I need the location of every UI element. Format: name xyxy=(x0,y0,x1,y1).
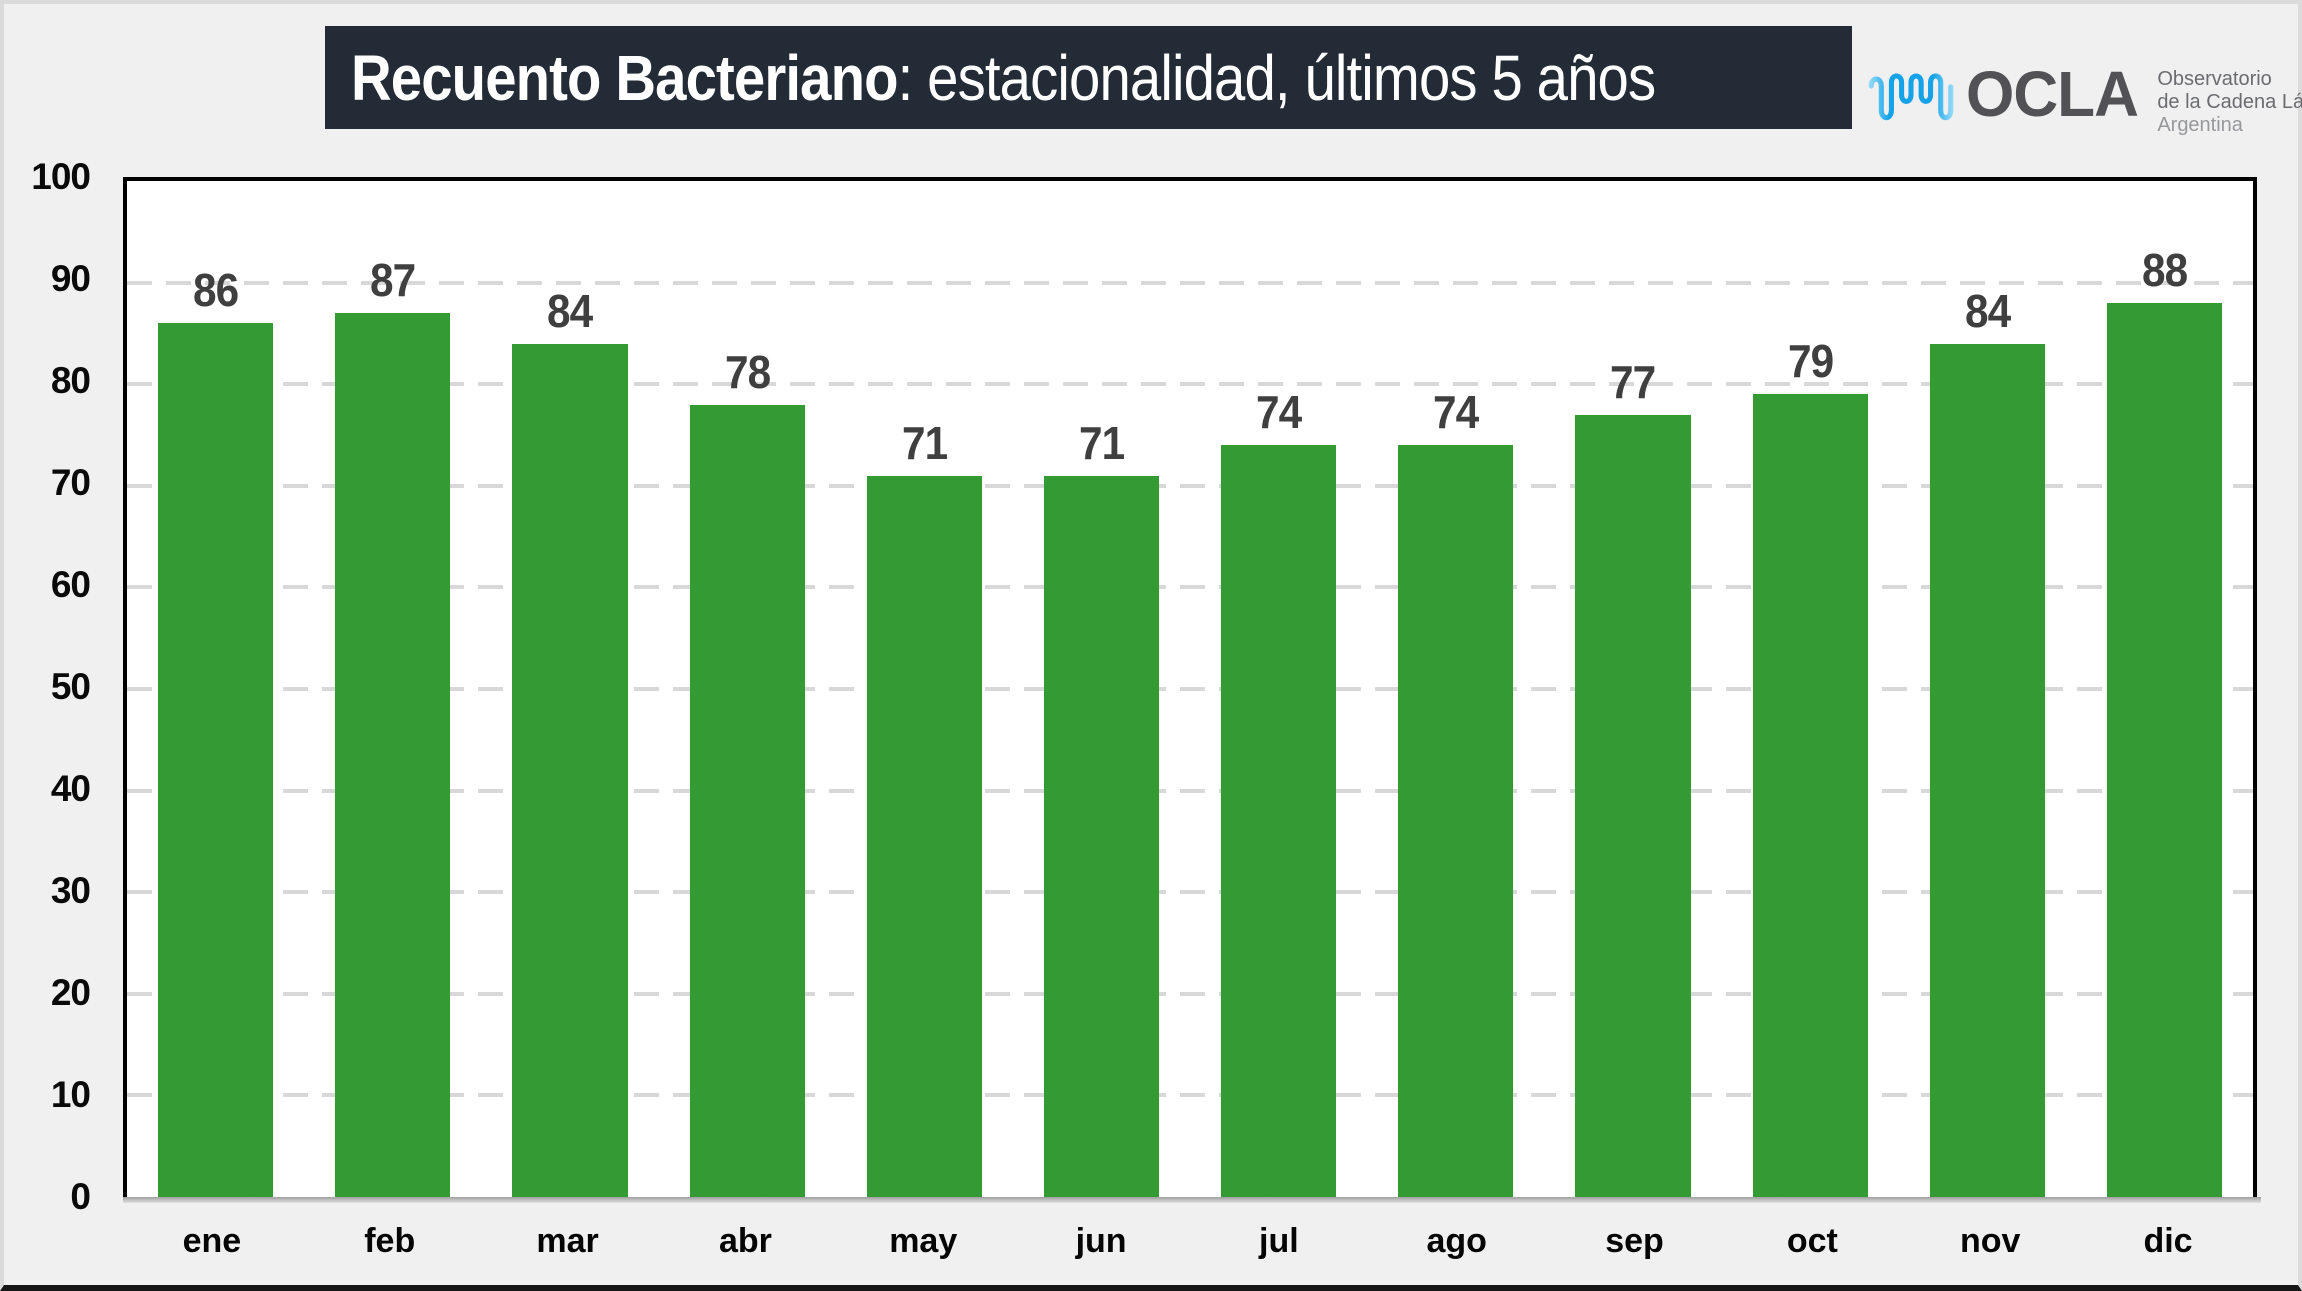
bar xyxy=(1398,445,1514,1197)
x-axis-label: dic xyxy=(2143,1222,2193,1260)
gridline xyxy=(127,280,2253,285)
x-axis-label: ago xyxy=(1426,1222,1487,1260)
x-axis-label: jun xyxy=(1075,1222,1127,1260)
ocla-acronym: OCLA xyxy=(1966,58,2139,130)
bar-value-label: 79 xyxy=(1787,335,1834,388)
bar xyxy=(1752,394,1868,1197)
bar-value-label: 87 xyxy=(370,254,416,307)
bar-slot: 84 xyxy=(1899,181,2076,1197)
bar-slot: 79 xyxy=(1722,181,1899,1197)
bar-slot: 86 xyxy=(127,181,304,1197)
chart-title: Recuento Bacteriano: estacionalidad, últ… xyxy=(351,41,1657,115)
x-axis-label: mar xyxy=(536,1222,599,1260)
milk-wave-icon xyxy=(1868,73,1954,121)
bar-slot: 74 xyxy=(1367,181,1544,1197)
plot-area: 86 87 84 78 71 71 74 74 77 79 84 88 xyxy=(123,177,2257,1197)
bar xyxy=(1043,475,1160,1197)
bar-value-label: 88 xyxy=(2141,243,2188,296)
y-axis-label: 60 xyxy=(50,564,91,605)
bar-slot: 84 xyxy=(481,181,658,1197)
bar-slot: 71 xyxy=(836,181,1013,1197)
bar-slot: 74 xyxy=(1190,181,1367,1197)
bar-value-label: 84 xyxy=(1964,284,2011,337)
ocla-org-line1: Observatorio xyxy=(2157,68,2272,90)
y-axis-label: 80 xyxy=(50,360,91,401)
bar xyxy=(512,343,628,1197)
x-axis-label: ene xyxy=(182,1222,242,1260)
x-axis-label: abr xyxy=(718,1222,772,1260)
bar-value-label: 71 xyxy=(901,416,948,469)
bar xyxy=(689,404,805,1197)
x-axis-line xyxy=(123,1197,2261,1203)
ocla-org-country: Argentina xyxy=(2157,114,2243,136)
x-axis-label: feb xyxy=(364,1222,416,1260)
ocla-org-name: Observatorio de la Cadena Láctea Argenti… xyxy=(2157,68,2302,137)
bar-value-label: 78 xyxy=(724,345,770,398)
gridline xyxy=(127,382,2253,387)
y-axis-label: 90 xyxy=(50,258,91,299)
bar-value-label: 86 xyxy=(192,264,239,317)
y-axis-label: 20 xyxy=(50,972,91,1013)
x-axis-label: may xyxy=(889,1222,958,1260)
bar xyxy=(1575,414,1691,1197)
gridline xyxy=(127,1093,2253,1098)
bar-slot: 71 xyxy=(1013,181,1190,1197)
x-axis-label: nov xyxy=(1959,1222,2021,1260)
y-axis-label: 50 xyxy=(50,666,91,707)
ocla-org-line2: de la Cadena Láctea xyxy=(2157,91,2302,113)
bar xyxy=(2106,302,2223,1197)
bar-value-label: 74 xyxy=(1433,386,1479,439)
bar-slot: 77 xyxy=(1544,181,1721,1197)
x-axis-label: sep xyxy=(1605,1222,1664,1260)
bar xyxy=(866,475,982,1197)
y-axis-label: 70 xyxy=(50,462,91,503)
gridline xyxy=(127,483,2253,488)
x-axis-label: oct xyxy=(1786,1222,1838,1260)
gridline xyxy=(127,585,2253,590)
bar-slot: 87 xyxy=(304,181,481,1197)
bar-slot: 78 xyxy=(659,181,836,1197)
ocla-logo: OCLA Observatorio de la Cadena Láctea Ar… xyxy=(1864,58,2302,136)
gridline xyxy=(127,788,2253,793)
bar xyxy=(158,323,274,1197)
y-axis-label: 0 xyxy=(70,1176,91,1217)
y-axis-label: 100 xyxy=(31,156,91,197)
gridline xyxy=(127,890,2253,895)
gridline xyxy=(127,687,2253,691)
bar-value-label: 71 xyxy=(1078,416,1125,469)
bar xyxy=(335,313,451,1197)
bar-value-label: 74 xyxy=(1255,386,1302,439)
chart-title-banner: Recuento Bacteriano: estacionalidad, últ… xyxy=(325,26,1852,129)
bar-value-label: 77 xyxy=(1610,355,1656,408)
bar xyxy=(1221,445,1337,1197)
bar-value-label: 84 xyxy=(547,284,593,337)
y-axis-label: 30 xyxy=(50,870,91,911)
chart-title-bold: Recuento Bacteriano xyxy=(351,41,898,114)
x-axis: ene feb mar abr may jun jul ago sep oct nov dic xyxy=(123,1222,2257,1272)
y-axis-label: 10 xyxy=(50,1074,91,1115)
x-axis-label: jul xyxy=(1259,1222,1299,1260)
y-axis-label: 40 xyxy=(50,768,91,809)
gridlines-layer xyxy=(127,181,2253,1197)
bars-row: 86 87 84 78 71 71 74 74 77 79 84 88 xyxy=(127,181,2253,1197)
y-axis: 0 10 20 30 40 50 60 70 80 90 100 xyxy=(4,156,91,1217)
bar-slot: 88 xyxy=(2076,181,2253,1197)
gridline xyxy=(127,991,2253,996)
bar xyxy=(1929,343,2045,1197)
chart-title-subtitle: : estacionalidad, últimos 5 años xyxy=(897,41,1657,114)
